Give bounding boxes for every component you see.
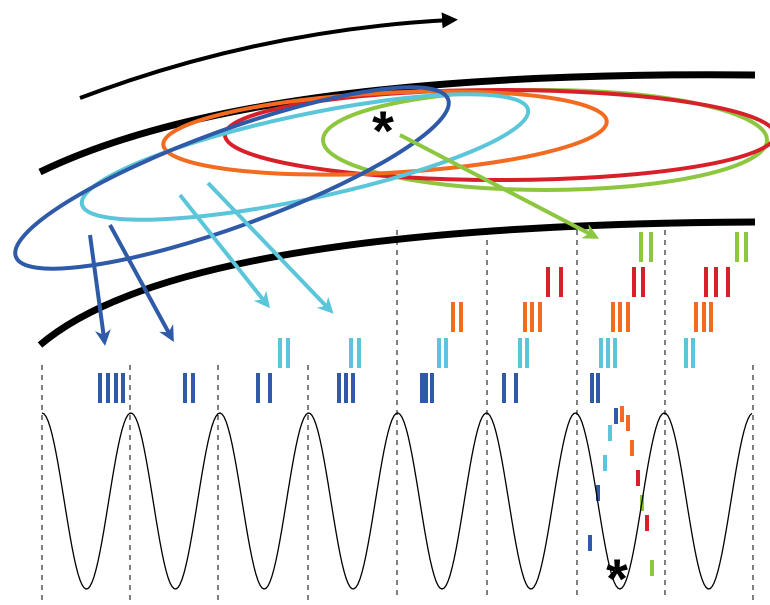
annotation: * (372, 99, 394, 162)
arrow (208, 183, 328, 308)
place-fields (0, 54, 770, 302)
arrows (90, 135, 592, 338)
diagram: * * (0, 0, 770, 605)
arrow (90, 235, 104, 338)
field-cyan (73, 69, 536, 246)
arrow (110, 225, 170, 335)
arrow (400, 135, 592, 235)
annotation: * (606, 547, 628, 605)
